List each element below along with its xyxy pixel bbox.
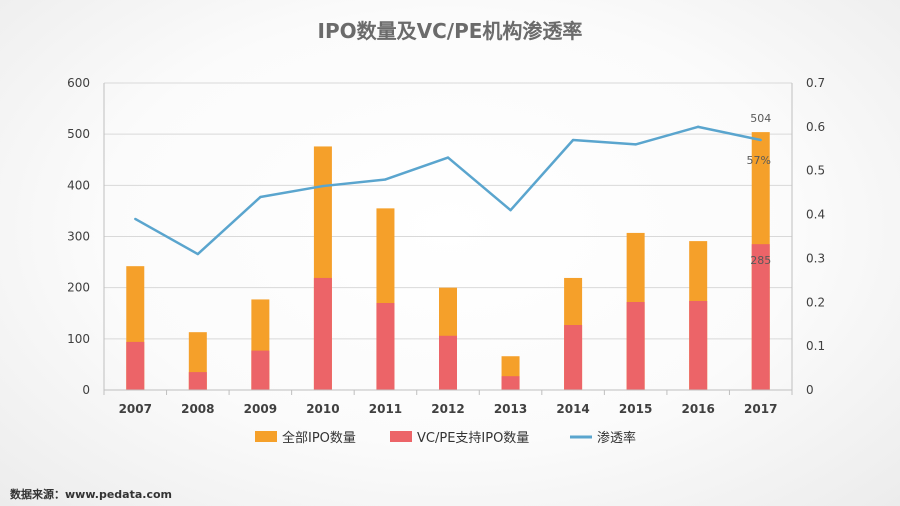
x-tick-label: 2011 xyxy=(369,402,402,416)
y-tick-label: 100 xyxy=(67,332,90,346)
rate-line xyxy=(134,125,761,256)
x-tick-label: 2016 xyxy=(681,402,714,416)
y2-tick-label: 0.2 xyxy=(806,295,825,309)
x-tick-label: 2014 xyxy=(556,402,589,416)
x-tick-label: 2009 xyxy=(244,402,277,416)
y-tick-label: 600 xyxy=(67,76,90,90)
line-series xyxy=(134,125,762,256)
chart-title: IPO数量及VC/PE机构渗透率 xyxy=(318,19,583,43)
x-tick-label: 2012 xyxy=(431,402,464,416)
legend-swatch-vcpe-ipo xyxy=(390,431,412,442)
y-tick-label: 400 xyxy=(67,178,90,192)
rate-point-2007 xyxy=(134,217,137,221)
x-tick-label: 2007 xyxy=(119,402,152,416)
annotation-total-2017: 504 xyxy=(750,112,771,125)
y2-tick-label: 0.1 xyxy=(806,339,825,353)
legend-label-vcpe-ipo: VC/PE支持IPO数量 xyxy=(417,431,529,446)
bar-vcpe-ipo-2008 xyxy=(188,372,207,390)
y2-tick-label: 0.4 xyxy=(806,208,825,222)
bar-vcpe-ipo-2014 xyxy=(564,325,583,390)
annotation-rate-2017: 57% xyxy=(747,154,771,167)
legend-label-rate: 渗透率 xyxy=(597,430,636,446)
rate-point-2014 xyxy=(571,138,575,142)
y-tick-label: 200 xyxy=(67,281,90,295)
rate-point-2008 xyxy=(196,252,200,256)
x-tick-label: 2017 xyxy=(744,402,777,416)
y2-tick-label: 0.6 xyxy=(806,120,825,134)
x-tick-label: 2015 xyxy=(619,402,652,416)
bar-vcpe-ipo-2007 xyxy=(126,341,145,390)
y-tick-label: 0 xyxy=(82,383,90,397)
rate-point-2016 xyxy=(696,125,700,129)
bar-vcpe-ipo-2011 xyxy=(376,303,395,390)
x-tick-label: 2008 xyxy=(181,402,214,416)
rate-point-2012 xyxy=(446,156,450,159)
bars xyxy=(126,132,770,390)
rate-point-2011 xyxy=(384,178,387,181)
x-axis: 2007 2008 2009 2010 2011 2012 2013 2014 2015 2016… xyxy=(103,389,793,416)
y2-tick-label: 0.5 xyxy=(806,164,825,178)
bar-vcpe-ipo-2017 xyxy=(751,244,770,390)
legend-swatch-all-ipo xyxy=(255,431,277,442)
y-tick-label: 500 xyxy=(67,127,90,141)
bar-vcpe-ipo-2016 xyxy=(689,300,708,390)
bar-vcpe-ipo-2010 xyxy=(313,277,332,390)
y-tick-label: 300 xyxy=(67,230,90,244)
x-tick-label: 2013 xyxy=(494,402,527,416)
x-tick-label: 2010 xyxy=(306,402,339,416)
legend-label-all-ipo: 全部IPO数量 xyxy=(282,430,356,446)
y2-tick-label: 0.3 xyxy=(806,251,825,265)
y2-tick-label: 0.7 xyxy=(806,76,825,90)
rate-point-2015 xyxy=(634,143,637,146)
annotations: 504 57% 285 xyxy=(747,112,772,267)
source-note: 数据来源：www.pedata.com xyxy=(10,488,172,501)
rate-point-2017 xyxy=(759,138,762,142)
bar-vcpe-ipo-2012 xyxy=(439,335,457,390)
rate-point-2013 xyxy=(509,208,512,212)
y-axis-left: 0 100 200 300 400 500 600 xyxy=(67,76,105,397)
bar-vcpe-ipo-2009 xyxy=(251,350,270,390)
bar-vcpe-ipo-2013 xyxy=(501,376,520,390)
annotation-vcpe-2017: 285 xyxy=(750,254,771,267)
rate-point-2010 xyxy=(321,184,325,188)
y2-tick-label: 0 xyxy=(806,383,814,397)
legend: 全部IPO数量 VC/PE支持IPO数量 渗透率 xyxy=(255,430,636,446)
y-axis-right: 0 0.1 0.2 0.3 0.4 0.5 0.6 0.7 xyxy=(791,76,825,397)
bar-vcpe-ipo-2015 xyxy=(626,301,645,390)
rate-point-2009 xyxy=(259,195,262,199)
